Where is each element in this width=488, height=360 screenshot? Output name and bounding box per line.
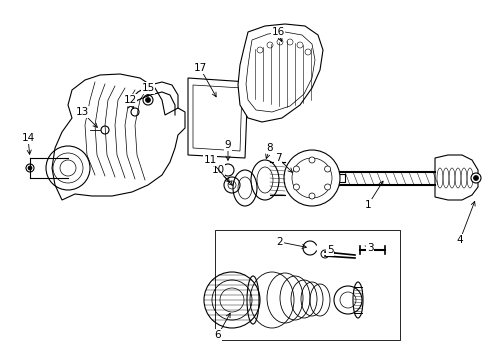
Polygon shape — [193, 85, 242, 151]
Bar — [215, 230, 399, 340]
Polygon shape — [245, 32, 314, 112]
Text: 10: 10 — [211, 165, 232, 185]
Text: 7: 7 — [274, 153, 292, 172]
Circle shape — [293, 166, 299, 172]
Circle shape — [470, 173, 480, 183]
Circle shape — [28, 166, 32, 170]
Circle shape — [142, 95, 153, 105]
Text: 6: 6 — [214, 313, 230, 340]
Text: 2: 2 — [276, 237, 306, 248]
Text: 8: 8 — [265, 143, 273, 158]
Circle shape — [324, 166, 330, 172]
Text: 11: 11 — [203, 155, 229, 182]
Polygon shape — [187, 78, 247, 158]
Circle shape — [308, 157, 314, 163]
Circle shape — [101, 126, 109, 134]
Circle shape — [26, 164, 34, 172]
Polygon shape — [238, 24, 323, 122]
Polygon shape — [434, 155, 477, 200]
Circle shape — [308, 193, 314, 199]
Text: 12: 12 — [123, 95, 136, 109]
Text: 14: 14 — [21, 133, 35, 154]
Text: 1: 1 — [364, 181, 382, 210]
Text: 15: 15 — [141, 83, 154, 96]
Text: 16: 16 — [271, 27, 284, 41]
Circle shape — [472, 175, 478, 180]
Text: 13: 13 — [75, 107, 97, 127]
Circle shape — [145, 98, 150, 103]
Text: 3: 3 — [364, 243, 372, 253]
Text: 5: 5 — [326, 245, 334, 255]
Text: 9: 9 — [224, 140, 231, 160]
Circle shape — [293, 184, 299, 190]
Text: 4: 4 — [456, 202, 474, 245]
Polygon shape — [52, 74, 184, 200]
Circle shape — [324, 184, 330, 190]
Text: 17: 17 — [193, 63, 216, 97]
